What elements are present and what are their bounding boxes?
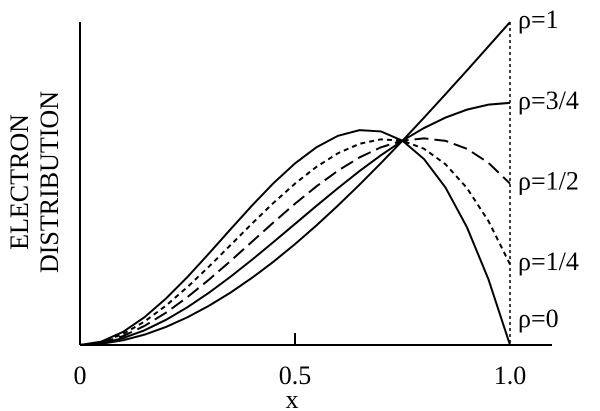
- series-label: ρ=3/4: [518, 86, 579, 115]
- series-line: [79, 129, 511, 346]
- series-line: [79, 137, 511, 346]
- series-label: ρ=0: [518, 304, 559, 333]
- x-axis-label: x: [286, 385, 299, 411]
- series-line: [79, 21, 511, 346]
- series-label: ρ=1/4: [518, 247, 579, 276]
- series-label: ρ=1: [518, 5, 559, 34]
- x-tick-label: 1.0: [494, 361, 527, 390]
- series-label: ρ=1/2: [518, 167, 579, 196]
- y-axis-label: DISTRIBUTION: [35, 91, 64, 273]
- series-line: [79, 138, 511, 346]
- x-tick-label: 0: [74, 361, 87, 390]
- x-tick-label: 0.5: [279, 361, 312, 390]
- y-axis-label: ELECTRON: [5, 114, 34, 250]
- series-line: [79, 101, 511, 346]
